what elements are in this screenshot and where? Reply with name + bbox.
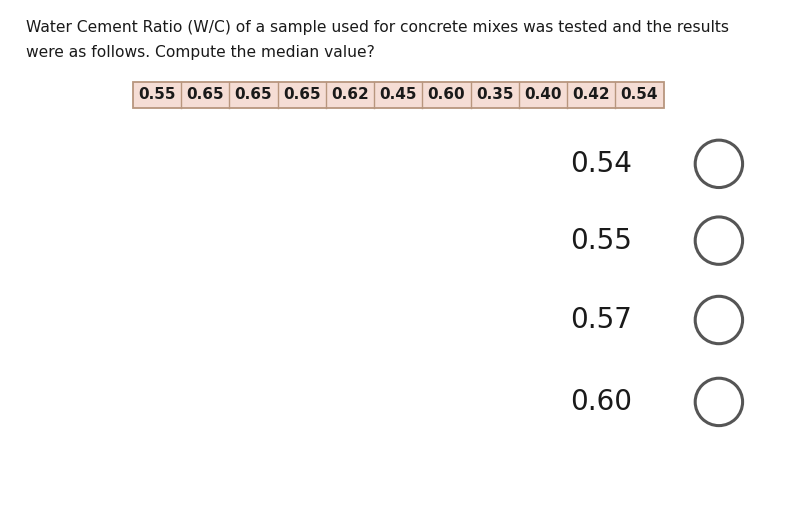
Text: 0.57: 0.57 [570, 306, 632, 334]
Text: 0.35: 0.35 [476, 87, 514, 102]
Text: 0.55: 0.55 [570, 227, 632, 254]
Text: 0.60: 0.60 [570, 388, 632, 416]
FancyBboxPatch shape [133, 82, 664, 108]
Text: 0.45: 0.45 [379, 87, 417, 102]
Text: 0.60: 0.60 [427, 87, 465, 102]
Text: 0.54: 0.54 [621, 87, 658, 102]
Text: 0.54: 0.54 [570, 150, 632, 178]
Text: 0.40: 0.40 [525, 87, 562, 102]
Text: were as follows. Compute the median value?: were as follows. Compute the median valu… [26, 45, 375, 60]
Text: 0.55: 0.55 [138, 87, 175, 102]
Text: 0.65: 0.65 [283, 87, 321, 102]
Text: Water Cement Ratio (W/C) of a sample used for concrete mixes was tested and the : Water Cement Ratio (W/C) of a sample use… [26, 20, 729, 35]
Text: 0.65: 0.65 [186, 87, 224, 102]
Text: 0.42: 0.42 [573, 87, 610, 102]
Text: 0.65: 0.65 [235, 87, 273, 102]
Text: 0.62: 0.62 [331, 87, 369, 102]
